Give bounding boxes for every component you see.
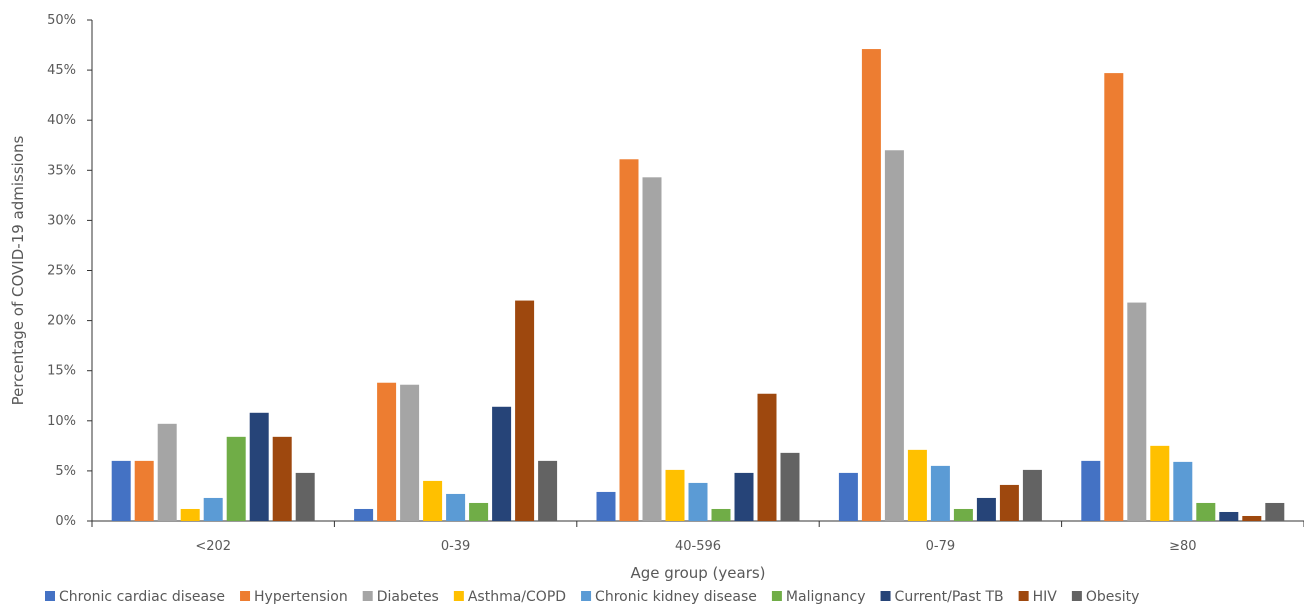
bar <box>1022 469 1042 521</box>
bar <box>469 502 489 521</box>
y-tick-label: 25% <box>47 264 76 279</box>
legend-label: Hypertension <box>254 589 348 605</box>
x-tick-label: 40-596 <box>675 539 721 554</box>
legend: Chronic cardiac disease Hypertension Diabe… <box>45 589 1139 605</box>
bar <box>515 300 535 521</box>
legend-swatch <box>1071 591 1082 601</box>
bar <box>1196 502 1216 521</box>
legend-label: Obesity <box>1086 589 1139 605</box>
x-tick-label: 0-79 <box>926 539 956 554</box>
bar <box>711 508 731 521</box>
bar <box>688 482 708 521</box>
bar <box>446 493 466 521</box>
bar <box>492 406 512 521</box>
legend-item: Diabetes <box>362 589 439 605</box>
legend-item: Malignancy <box>771 589 866 605</box>
legend-label: Chronic kidney disease <box>595 589 757 605</box>
bar <box>538 460 558 521</box>
bar <box>1265 502 1285 521</box>
bar <box>423 480 443 521</box>
x-axis-title: Age group (years) <box>630 564 765 582</box>
legend-swatch <box>362 591 373 601</box>
bar <box>642 177 662 521</box>
bar <box>953 508 973 521</box>
legend-item: Obesity <box>1071 589 1139 605</box>
x-axis-ticks: <202 0-39 40-596 0-79 ≥80 <box>91 521 1304 554</box>
legend-item: HIV <box>1018 589 1058 605</box>
legend-swatch <box>880 591 891 601</box>
bar <box>272 436 292 521</box>
bar <box>976 497 996 521</box>
legend-swatch <box>240 591 251 601</box>
bar <box>1104 73 1124 521</box>
bar <box>838 472 858 521</box>
y-tick-label: 5% <box>55 464 76 479</box>
y-tick-label: 15% <box>47 364 76 379</box>
bar <box>203 497 223 521</box>
y-tick-label: 50% <box>47 13 76 28</box>
bar <box>226 436 246 521</box>
y-axis-ticks: 0% 5% 10% 15% 20% 25% 30% 35% 40% 45% 50% <box>47 13 92 529</box>
legend-swatch <box>771 591 782 601</box>
legend-label: Malignancy <box>786 589 866 605</box>
y-tick-label: 45% <box>47 63 76 78</box>
y-tick-label: 30% <box>47 213 76 228</box>
y-axis-title: Percentage of COVID-19 admissions <box>9 135 27 405</box>
bar <box>1081 460 1101 521</box>
bar <box>757 393 777 521</box>
bars <box>111 49 1285 522</box>
x-tick-label: 0-39 <box>441 539 471 554</box>
y-tick-label: 20% <box>47 314 76 329</box>
legend-swatch <box>45 591 55 601</box>
y-tick-label: 35% <box>47 163 76 178</box>
bar <box>1219 511 1239 521</box>
legend-label: Current/Past TB <box>895 589 1004 605</box>
legend-item: Chronic kidney disease <box>581 589 757 605</box>
legend-item: Current/Past TB <box>880 589 1004 605</box>
legend-swatch <box>453 591 464 601</box>
x-tick-label: <202 <box>195 539 231 554</box>
bar <box>665 469 685 521</box>
legend-label: Asthma/COPD <box>468 589 566 605</box>
bar <box>780 452 800 521</box>
legend-item: Chronic cardiac disease <box>45 589 225 605</box>
bar <box>1150 445 1170 521</box>
bar <box>734 472 754 521</box>
bar <box>295 472 315 521</box>
bar <box>907 449 927 521</box>
legend-swatch <box>1018 591 1029 601</box>
bar <box>1242 515 1262 521</box>
bar <box>111 460 131 521</box>
bar <box>180 508 200 521</box>
bar <box>249 412 269 521</box>
bar <box>930 465 950 521</box>
bar <box>1127 302 1147 521</box>
bar <box>619 159 639 521</box>
bar <box>861 49 881 522</box>
legend-label: Chronic cardiac disease <box>59 589 225 605</box>
y-tick-label: 40% <box>47 113 76 128</box>
bar <box>354 508 374 521</box>
bar <box>400 384 420 521</box>
bar <box>377 382 397 521</box>
bar <box>1173 461 1193 521</box>
bar <box>157 423 177 521</box>
bar <box>884 150 904 521</box>
y-tick-label: 10% <box>47 414 76 429</box>
bar <box>999 484 1019 521</box>
legend-item: Asthma/COPD <box>453 589 566 605</box>
bar <box>134 460 154 521</box>
bar <box>596 491 616 521</box>
legend-label: HIV <box>1033 589 1058 605</box>
x-tick-label: ≥80 <box>1169 539 1196 554</box>
legend-label: Diabetes <box>377 589 439 605</box>
legend-item: Hypertension <box>240 589 348 605</box>
y-tick-label: 0% <box>55 514 76 529</box>
legend-swatch <box>581 591 592 601</box>
